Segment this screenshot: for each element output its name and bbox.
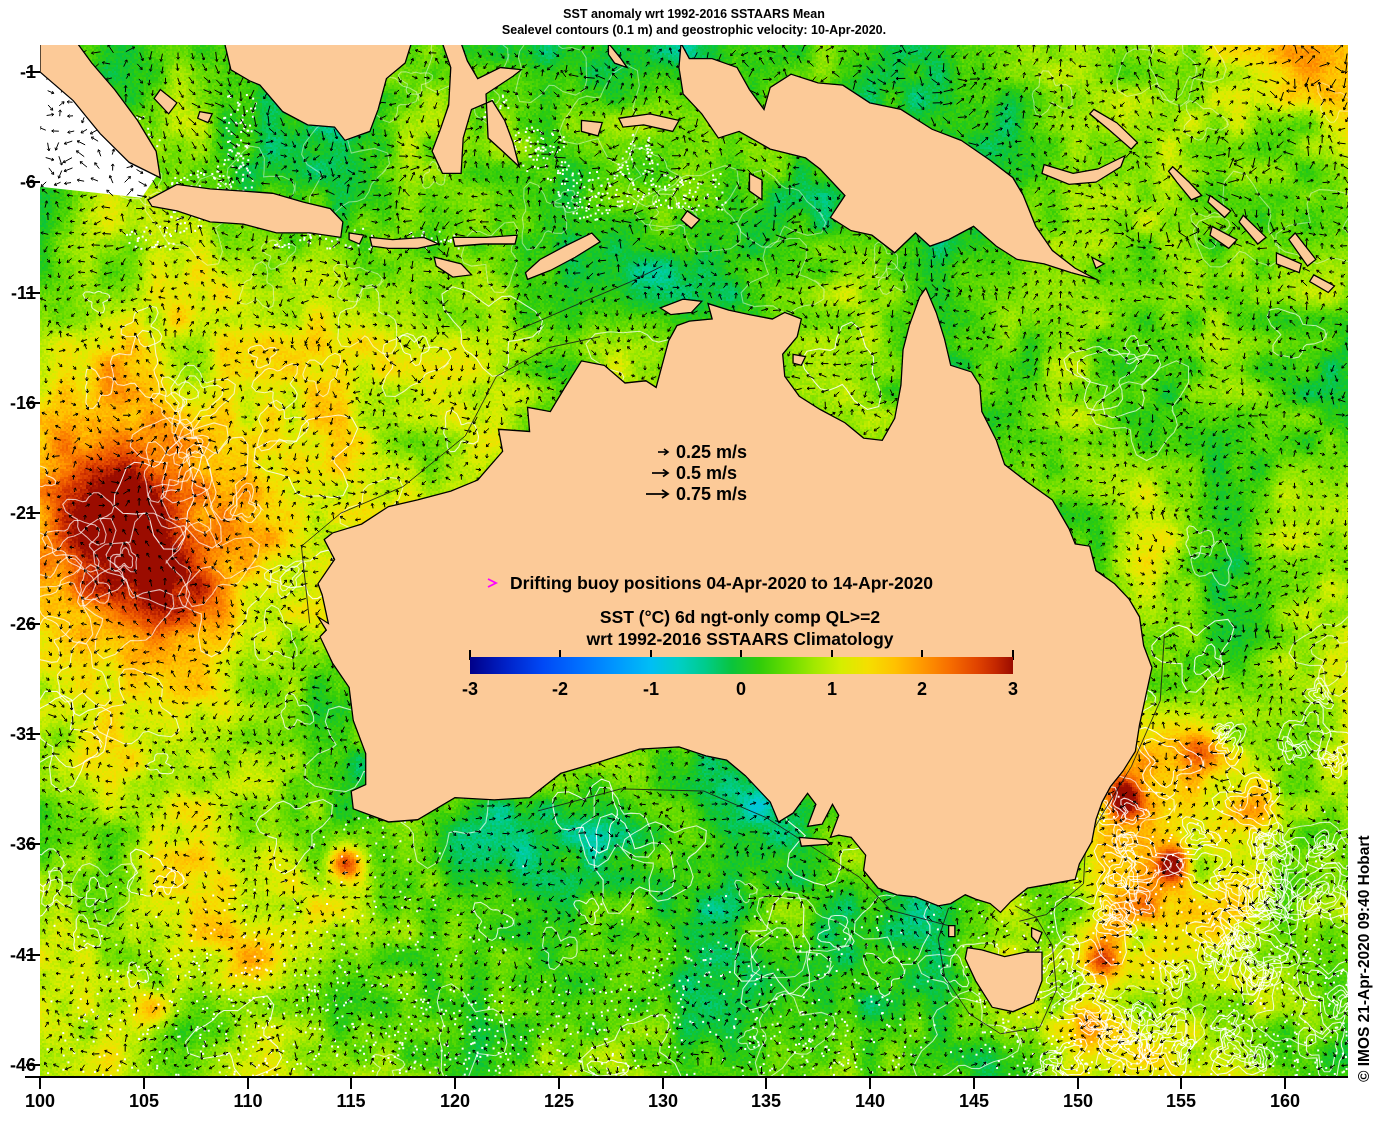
colorbar-tick	[1012, 650, 1014, 660]
colorbar-tick	[650, 650, 652, 660]
lon-tick	[143, 1077, 145, 1089]
lat-label: -6	[19, 172, 36, 192]
lat-label: -1	[19, 62, 36, 82]
lon-tick	[1077, 1077, 1079, 1089]
velocity-arrow-small-icon	[658, 448, 670, 456]
lon-tick	[765, 1077, 767, 1089]
sst-map-canvas	[40, 45, 1348, 1077]
colorbar-label: 3	[1007, 679, 1018, 699]
lat-label: -16	[9, 393, 36, 413]
lat-label: -36	[9, 834, 36, 854]
lat-label: -31	[9, 724, 36, 744]
lon-label: 140	[854, 1091, 886, 1111]
lat-label: -26	[9, 614, 36, 634]
colorbar-label: -3	[461, 679, 478, 699]
product-description-line1: SST (°C) 6d ngt-only comp QL>=2	[599, 607, 881, 627]
lon-tick	[454, 1077, 456, 1089]
lon-tick	[869, 1077, 871, 1089]
colorbar-label: 2	[916, 679, 927, 699]
lon-label: 120	[439, 1091, 471, 1111]
colorbar-label: -1	[642, 679, 659, 699]
lon-label: 100	[24, 1091, 56, 1111]
lon-tick	[39, 1077, 41, 1089]
velocity-arrow-medium-icon	[652, 468, 670, 478]
map-title-line2: Sealevel contours (0.1 m) and geostrophi…	[501, 23, 887, 37]
lat-tick	[26, 292, 40, 294]
lat-tick	[26, 733, 40, 735]
velocity-legend-label: 0.5 m/s	[676, 463, 738, 483]
lon-tick	[1180, 1077, 1182, 1089]
colorbar-tick	[921, 650, 923, 660]
lon-tick	[662, 1077, 664, 1089]
lat-label: -46	[9, 1055, 36, 1075]
lon-label: 115	[336, 1091, 366, 1111]
colorbar-tick	[469, 650, 471, 660]
lon-label: 160	[1269, 1091, 1301, 1111]
lat-tick	[26, 512, 40, 514]
lat-tick	[26, 843, 40, 845]
lon-tick	[247, 1077, 249, 1089]
lon-tick	[1284, 1077, 1286, 1089]
colorbar-tick	[559, 650, 561, 660]
product-description-line2: wrt 1992-2016 SSTAARS Climatology	[586, 629, 894, 649]
lat-tick	[26, 181, 40, 183]
map-title-line1: SST anomaly wrt 1992-2016 SSTAARS Mean	[563, 7, 825, 21]
lon-label: 150	[1062, 1091, 1094, 1111]
velocity-arrow-large-icon	[646, 489, 670, 499]
buoy-marker-arrow-icon	[487, 578, 499, 588]
lon-label: 135	[750, 1091, 782, 1111]
lat-tick	[26, 954, 40, 956]
colorbar-tick	[740, 650, 742, 660]
lat-label: -21	[9, 503, 36, 523]
x-axis-line	[25, 1076, 1348, 1078]
velocity-legend-label: 0.25 m/s	[676, 442, 748, 462]
lon-label: 155	[1165, 1091, 1197, 1111]
lon-tick	[973, 1077, 975, 1089]
velocity-legend-label: 0.75 m/s	[676, 484, 748, 504]
lon-label: 145	[958, 1091, 990, 1111]
colorbar-tick	[831, 650, 833, 660]
lon-label: 105	[128, 1091, 160, 1111]
sst-anomaly-colorbar	[470, 657, 1013, 674]
copyright-attribution: © IMOS 21-Apr-2020 09:40 Hobart	[1356, 835, 1373, 1082]
lat-label: -11	[10, 283, 36, 303]
lat-tick	[26, 71, 40, 73]
lon-label: 110	[233, 1091, 263, 1111]
buoy-positions-label: Drifting buoy positions 04-Apr-2020 to 1…	[510, 573, 933, 593]
lon-label: 125	[543, 1091, 575, 1111]
lat-tick	[26, 1064, 40, 1066]
lat-tick	[26, 402, 40, 404]
colorbar-label: -2	[551, 679, 568, 699]
lat-tick	[26, 623, 40, 625]
lon-tick	[558, 1077, 560, 1089]
colorbar-label: 0	[735, 679, 746, 699]
colorbar-label: 1	[826, 679, 837, 699]
lon-label: 130	[647, 1091, 679, 1111]
lon-tick	[350, 1077, 352, 1089]
lat-label: -41	[9, 945, 36, 965]
